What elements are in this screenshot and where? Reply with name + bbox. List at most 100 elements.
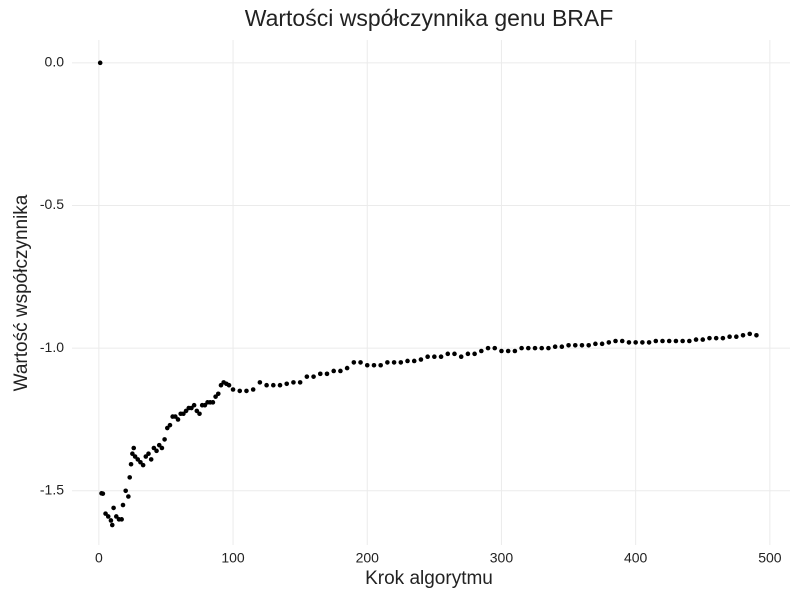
y-tick-label: -1.5 [40, 481, 64, 497]
point [425, 354, 430, 359]
point [613, 338, 618, 344]
point [230, 387, 236, 392]
point [250, 387, 256, 392]
point [105, 514, 111, 519]
point [572, 342, 578, 348]
point [693, 337, 699, 342]
point [740, 332, 746, 338]
point [120, 502, 126, 508]
point [546, 345, 551, 351]
point [100, 491, 106, 496]
point [271, 382, 276, 388]
point [175, 417, 181, 422]
point [237, 388, 243, 394]
y-tick-label: 0.0 [45, 54, 65, 70]
point [108, 518, 114, 523]
point [398, 360, 404, 365]
point [264, 382, 269, 388]
point [364, 362, 370, 368]
point [119, 517, 124, 522]
point [525, 345, 531, 351]
point [606, 340, 612, 345]
point [215, 391, 221, 397]
point [226, 382, 232, 388]
y-tick-label: -0.5 [40, 196, 64, 212]
point [191, 402, 197, 408]
x-tick-label: 400 [624, 550, 648, 566]
point [707, 335, 712, 341]
point [126, 494, 131, 499]
point [754, 332, 759, 338]
point [277, 382, 283, 388]
point [123, 488, 128, 494]
point [324, 371, 330, 377]
point [539, 345, 545, 351]
point [727, 334, 732, 340]
point [331, 368, 337, 374]
point [653, 338, 659, 344]
point [162, 437, 167, 442]
point [599, 341, 605, 347]
point [626, 340, 632, 345]
point [128, 461, 134, 467]
point [666, 338, 672, 344]
point [338, 368, 343, 374]
chart-title: Wartości współczynnika genu BRAF [245, 5, 614, 31]
x-tick-label: 0 [95, 550, 103, 566]
point [148, 457, 154, 462]
point [687, 338, 692, 344]
point [479, 348, 484, 354]
point [111, 505, 116, 511]
point [418, 357, 424, 362]
point [140, 462, 146, 468]
point [405, 358, 410, 364]
point [673, 338, 679, 344]
x-tick-label: 500 [758, 550, 782, 566]
point [734, 334, 739, 340]
point [445, 351, 451, 357]
point [646, 340, 652, 345]
point [619, 338, 625, 344]
point [552, 344, 558, 350]
point [257, 380, 263, 385]
point [559, 344, 565, 350]
point [127, 475, 133, 480]
x-tick-label: 300 [490, 550, 514, 566]
point [586, 342, 591, 348]
point [485, 345, 491, 351]
point [472, 351, 477, 357]
point [210, 400, 216, 405]
point [344, 365, 350, 371]
point [566, 342, 571, 348]
point [499, 348, 504, 354]
point [505, 348, 511, 354]
point [351, 360, 357, 365]
point [579, 342, 585, 348]
point [438, 354, 444, 359]
y-axis-label: Wartość współczynnika [11, 194, 32, 391]
point [154, 448, 159, 454]
point [159, 445, 165, 451]
point [385, 360, 390, 365]
point [593, 341, 598, 347]
point [109, 522, 115, 528]
point [358, 360, 363, 365]
point [747, 331, 753, 337]
point [411, 358, 417, 364]
point [492, 345, 498, 351]
point [452, 351, 457, 357]
point [167, 422, 173, 428]
x-tick-label: 100 [221, 550, 245, 566]
point [512, 348, 518, 354]
point [304, 374, 310, 379]
point [197, 411, 202, 417]
point [146, 451, 151, 457]
point [532, 345, 538, 351]
x-tick-label: 200 [356, 550, 380, 566]
point [633, 340, 638, 345]
y-tick-label: -1.0 [40, 339, 64, 355]
point [720, 335, 726, 341]
point [284, 381, 290, 387]
point [311, 374, 316, 379]
